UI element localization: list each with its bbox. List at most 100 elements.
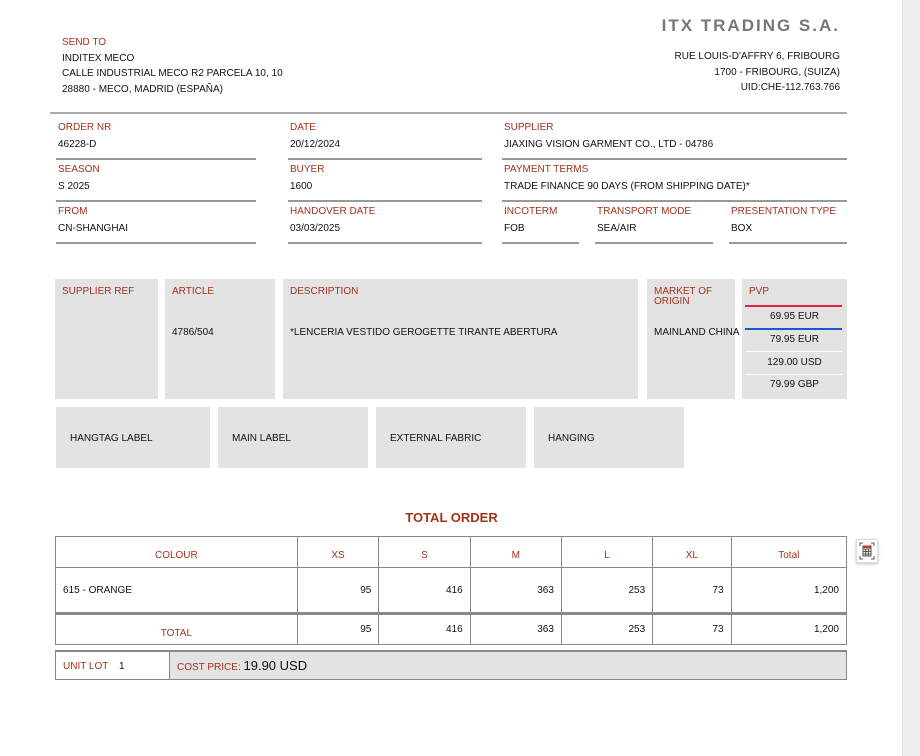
divider <box>50 112 847 114</box>
field-label: SEASON <box>58 164 100 175</box>
table-total-row: TOTAL 95 416 363 253 73 1,200 <box>55 613 848 645</box>
cost-price-value: 19.90 USD <box>243 658 308 673</box>
company-address-line: RUE LOUIS-D'AFFRY 6, FRIBOURG <box>674 51 840 62</box>
field-label: TRANSPORT MODE <box>597 206 692 217</box>
description-label: DESCRIPTION <box>290 286 359 297</box>
qty-cell: 1,200 <box>730 567 848 614</box>
send-to: SEND TO INDITEX MECO CALLE INDUSTRIAL ME… <box>62 35 283 97</box>
supplier-ref-box: SUPPLIER REF <box>55 279 158 399</box>
unit-lot-value: 1 <box>118 661 125 672</box>
market-origin-box: MARKET OF ORIGIN MAINLAND CHINA <box>647 279 740 399</box>
article-value: 4786/504 <box>172 327 214 338</box>
pvp-label: PVP <box>749 286 770 297</box>
unit-lot-cell: UNIT LOT 1 <box>56 652 170 679</box>
main-label-box: MAIN LABEL <box>218 407 368 468</box>
header-cell: S <box>378 536 471 568</box>
calculator-button[interactable] <box>856 539 878 563</box>
field-value: 46228-D <box>58 139 97 150</box>
send-to-address: CALLE INDUSTRIAL MECO R2 PARCELA 10, 10 <box>62 68 283 79</box>
market-origin-value: MAINLAND CHINA <box>654 327 740 338</box>
field-value: SEA/AIR <box>597 223 637 234</box>
field-value: S 2025 <box>58 181 90 192</box>
label-text: HANGING <box>548 433 595 444</box>
table-row: 615 - ORANGE 95 416 363 253 73 1,200 <box>55 567 848 614</box>
send-to-label: SEND TO <box>62 37 107 48</box>
field-value: JIAXING VISION GARMENT CO., LTD - 04786 <box>504 139 714 150</box>
label-text: MAIN LABEL <box>232 433 291 444</box>
send-to-address: 28880 - MECO, MADRID (ESPAÑA) <box>62 83 223 95</box>
field-season: SEASON S 2025 <box>56 160 256 202</box>
header-cell: L <box>560 536 654 568</box>
total-cell: 253 <box>560 613 654 645</box>
field-label: INCOTERM <box>504 206 558 217</box>
company-address: RUE LOUIS-D'AFFRY 6, FRIBOURG 1700 - FRI… <box>675 49 840 96</box>
company-address-line: 1700 - FRIBOURG, (SUIZA) <box>714 66 840 78</box>
qty-cell: 363 <box>469 567 562 614</box>
total-cell: 363 <box>469 613 562 645</box>
qty-cell: 416 <box>378 567 471 614</box>
field-value: FOB <box>504 223 525 234</box>
table-header-row: COLOUR XS S M L XL Total <box>55 536 848 568</box>
send-to-name: INDITEX MECO <box>62 52 135 64</box>
header-cell: COLOUR <box>55 536 298 568</box>
article-label: ARTICLE <box>172 286 215 297</box>
company-uid: UID:CHE-112.763.766 <box>740 82 840 93</box>
external-fabric-box: EXTERNAL FABRIC <box>376 407 526 468</box>
field-supplier: SUPPLIER JIAXING VISION GARMENT CO., LTD … <box>502 118 847 160</box>
field-order-nr: ORDER NR 46228-D <box>56 118 256 160</box>
field-handover-date: HANDOVER DATE 03/03/2025 <box>288 202 482 244</box>
header-cell: XS <box>296 536 380 568</box>
calculator-icon <box>859 542 875 560</box>
pvp-divider <box>745 374 842 375</box>
total-cell: 1,200 <box>730 613 848 645</box>
cost-price-cell: COST PRICE: 19.90 USD <box>170 652 846 679</box>
viewer-scroll-area <box>902 0 920 756</box>
field-presentation-type: PRESENTATION TYPE BOX <box>729 202 847 244</box>
field-transport-mode: TRANSPORT MODE SEA/AIR <box>595 202 713 244</box>
label-text: EXTERNAL FABRIC <box>390 433 482 444</box>
field-label: PRESENTATION TYPE <box>731 206 837 217</box>
qty-cell: 253 <box>560 567 654 614</box>
field-value: CN-SHANGHAI <box>58 223 129 234</box>
field-label: SUPPLIER <box>504 122 554 133</box>
supplier-ref-label: SUPPLIER REF <box>62 286 135 297</box>
article-box: ARTICLE 4786/504 <box>165 279 275 399</box>
field-payment-terms: PAYMENT TERMS TRADE FINANCE 90 DAYS (FROM… <box>502 160 847 202</box>
pvp-price: 79.99 GBP <box>770 379 819 390</box>
header-cell: M <box>469 536 562 568</box>
field-label: PAYMENT TERMS <box>504 164 589 175</box>
total-label: TOTAL <box>55 613 298 645</box>
hangtag-label-box: HANGTAG LABEL <box>56 407 210 468</box>
field-incoterm: INCOTERM FOB <box>502 202 579 244</box>
pvp-red-line <box>745 305 842 307</box>
field-label: ORDER NR <box>58 122 112 133</box>
hanging-box: HANGING <box>534 407 684 468</box>
total-order-title: TOTAL ORDER <box>405 510 498 525</box>
market-origin-label: MARKET OF ORIGIN <box>654 286 713 307</box>
pvp-divider <box>745 351 842 352</box>
field-buyer: BUYER 1600 <box>288 160 482 202</box>
field-label: BUYER <box>290 164 325 175</box>
field-label: HANDOVER DATE <box>290 206 376 217</box>
field-value: BOX <box>731 223 753 234</box>
field-label: FROM <box>58 206 88 217</box>
description-box: DESCRIPTION *LENCERIA VESTIDO GEROGETTE T… <box>283 279 638 399</box>
company-name: ITX TRADING S.A. <box>661 16 840 35</box>
label-text: HANGTAG LABEL <box>70 433 153 444</box>
qty-cell: 73 <box>652 567 732 614</box>
total-cell: 416 <box>378 613 471 645</box>
pvp-price: 129.00 USD <box>767 357 822 368</box>
pvp-price: 69.95 EUR <box>770 311 819 322</box>
pvp-box: PVP 69.95 EUR 79.95 EUR 129.00 USD 79.99… <box>742 279 847 399</box>
total-cell: 95 <box>296 613 380 645</box>
total-cell: 73 <box>652 613 732 645</box>
unit-lot-label: UNIT LOT <box>63 661 109 672</box>
colour-cell: 615 - ORANGE <box>55 567 298 614</box>
header-cell: Total <box>730 536 848 568</box>
header-cell: XL <box>652 536 732 568</box>
description-value: *LENCERIA VESTIDO GEROGETTE TIRANTE ABER… <box>290 327 558 338</box>
field-date: DATE 20/12/2024 <box>288 118 482 160</box>
field-value: 1600 <box>290 181 313 192</box>
field-value: 20/12/2024 <box>290 139 341 150</box>
pvp-price: 79.95 EUR <box>770 334 819 345</box>
